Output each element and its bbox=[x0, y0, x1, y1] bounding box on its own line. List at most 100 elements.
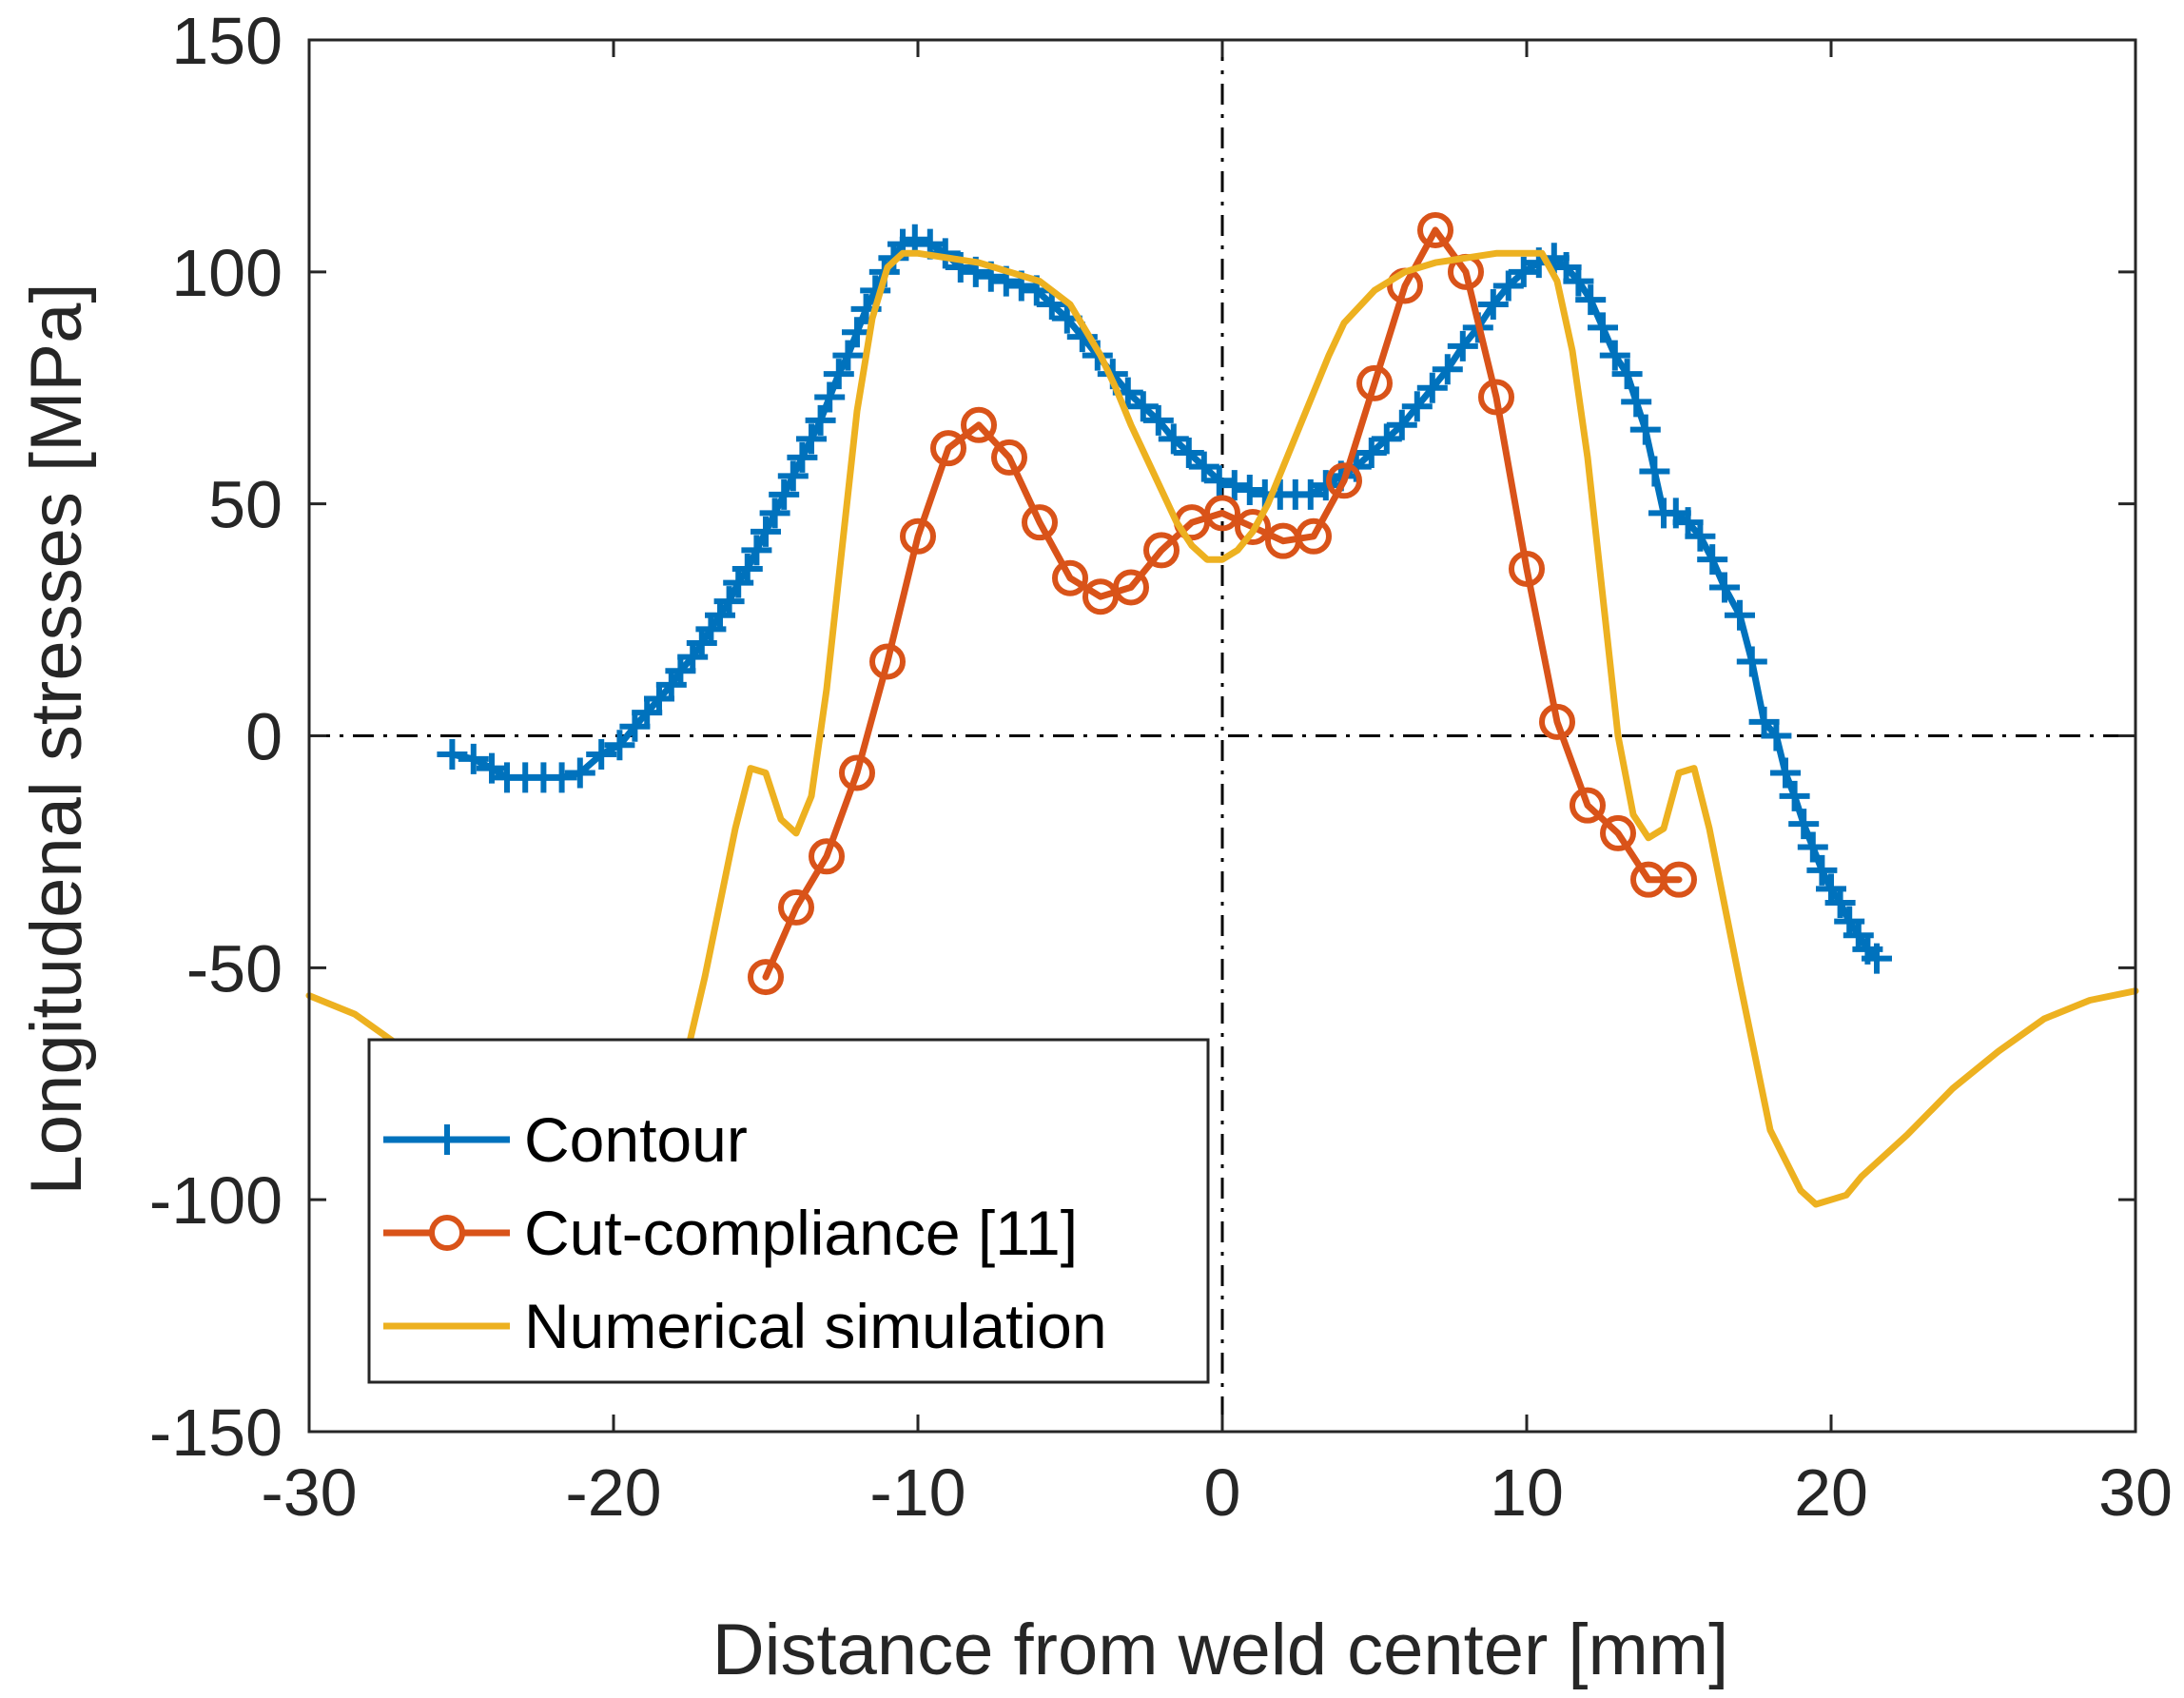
contour-point bbox=[832, 340, 864, 371]
contour-point bbox=[1127, 391, 1159, 422]
y-tick-label: 50 bbox=[208, 468, 283, 542]
cut-compliance-point bbox=[1661, 861, 1697, 898]
contour-point bbox=[1779, 780, 1810, 811]
contour-point bbox=[1806, 854, 1838, 886]
contour-point bbox=[1761, 720, 1792, 751]
contour-point bbox=[777, 460, 809, 492]
contour-point bbox=[586, 739, 617, 771]
contour-point bbox=[713, 586, 745, 617]
contour-point bbox=[796, 423, 827, 455]
x-tick-label: -30 bbox=[261, 1455, 357, 1530]
cut-compliance-point bbox=[991, 439, 1027, 476]
reference-lines bbox=[309, 40, 2135, 1432]
x-axis-label: Distance from weld center [mm] bbox=[712, 1610, 1729, 1690]
contour-point bbox=[1575, 284, 1607, 316]
contour-point bbox=[823, 359, 854, 390]
cut-compliance-point bbox=[1143, 532, 1180, 569]
y-tick-label: -150 bbox=[149, 1395, 283, 1470]
cut-compliance-point bbox=[930, 430, 966, 467]
contour-point bbox=[1599, 340, 1630, 371]
x-tick-label: -20 bbox=[565, 1455, 661, 1530]
x-tick-label: -10 bbox=[869, 1455, 965, 1530]
contour-point bbox=[1188, 451, 1219, 482]
contour-point bbox=[1371, 423, 1402, 455]
cut-compliance-point bbox=[1570, 787, 1606, 824]
contour-point bbox=[759, 498, 790, 529]
series-2 bbox=[305, 249, 2139, 1208]
x-tick-label: 30 bbox=[2098, 1455, 2173, 1530]
cut-compliance-point bbox=[748, 959, 784, 996]
contour-point bbox=[1158, 423, 1189, 455]
contour-point bbox=[805, 404, 836, 436]
contour-point bbox=[1173, 438, 1204, 469]
contour-point bbox=[437, 739, 468, 771]
cut-compliance-point bbox=[1478, 379, 1514, 416]
contour-point bbox=[458, 743, 489, 774]
legend-item-1: Cut-compliance [11] bbox=[383, 1198, 1078, 1268]
contour-point bbox=[751, 516, 781, 547]
contour-point bbox=[1432, 354, 1463, 385]
cut-compliance-point bbox=[1539, 703, 1575, 740]
contour-point bbox=[1203, 465, 1235, 497]
contour-point bbox=[787, 441, 818, 473]
series-0 bbox=[437, 224, 1892, 974]
contour-point bbox=[1234, 475, 1265, 506]
contour-point bbox=[741, 535, 772, 566]
cut-compliance-point bbox=[1113, 569, 1149, 606]
contour-point bbox=[1142, 404, 1174, 436]
cut-compliance-point bbox=[900, 517, 936, 555]
contour-point bbox=[731, 553, 763, 584]
cut-compliance-point bbox=[1326, 462, 1362, 499]
contour-point bbox=[1386, 409, 1417, 440]
contour-point bbox=[1725, 599, 1755, 631]
contour-point bbox=[1788, 809, 1820, 840]
contour-point bbox=[1563, 265, 1594, 297]
cut-compliance-point bbox=[778, 888, 814, 926]
cut-compliance-point bbox=[1417, 211, 1453, 248]
y-tick-label: 100 bbox=[171, 236, 283, 310]
series-line-0 bbox=[448, 236, 1881, 963]
series-line-1 bbox=[762, 226, 1683, 981]
contour-point bbox=[1862, 943, 1892, 974]
contour-point bbox=[1770, 757, 1801, 789]
contour-point bbox=[1219, 470, 1250, 501]
contour-point bbox=[1709, 572, 1740, 603]
y-axis-label: Longitudenal stresses [MPa] bbox=[16, 283, 97, 1196]
legend-item-2: Numerical simulation bbox=[383, 1291, 1107, 1361]
legend-label: Contour bbox=[524, 1104, 748, 1175]
cut-compliance-point bbox=[839, 754, 875, 791]
contour-point bbox=[546, 762, 577, 793]
series-layer bbox=[305, 211, 2139, 1208]
cut-compliance-point bbox=[961, 406, 997, 443]
cut-compliance-point bbox=[1356, 364, 1393, 401]
y-tick-label: 150 bbox=[171, 4, 283, 78]
contour-point bbox=[1401, 391, 1433, 422]
cut-compliance-point bbox=[869, 643, 906, 680]
y-tick-label: -100 bbox=[149, 1163, 283, 1238]
cut-compliance-point bbox=[1235, 509, 1271, 546]
x-tick-label: 0 bbox=[1204, 1455, 1241, 1530]
cut-compliance-point bbox=[1022, 504, 1058, 541]
contour-point bbox=[899, 224, 930, 255]
contour-point bbox=[769, 478, 800, 510]
contour-point bbox=[1824, 888, 1856, 919]
contour-point bbox=[1629, 414, 1661, 445]
series-line-2 bbox=[305, 249, 2139, 1208]
cut-compliance-point bbox=[1509, 550, 1545, 587]
y-tick-label: -50 bbox=[186, 931, 283, 1005]
legend-label: Cut-compliance [11] bbox=[524, 1198, 1078, 1268]
legend: Contour Cut-compliance [11] Numerical simu… bbox=[367, 1038, 1210, 1384]
cut-compliance-point bbox=[1296, 517, 1332, 555]
contour-point bbox=[1736, 646, 1767, 677]
x-tick-label: 20 bbox=[1794, 1455, 1868, 1530]
contour-point bbox=[1639, 456, 1670, 487]
cut-compliance-point bbox=[1600, 814, 1636, 851]
legend-marker bbox=[432, 1124, 462, 1155]
contour-point bbox=[564, 757, 595, 789]
contour-point bbox=[814, 381, 846, 413]
y-tick-label: 0 bbox=[245, 700, 283, 774]
contour-point bbox=[1447, 330, 1478, 361]
contour-point bbox=[1355, 438, 1387, 469]
